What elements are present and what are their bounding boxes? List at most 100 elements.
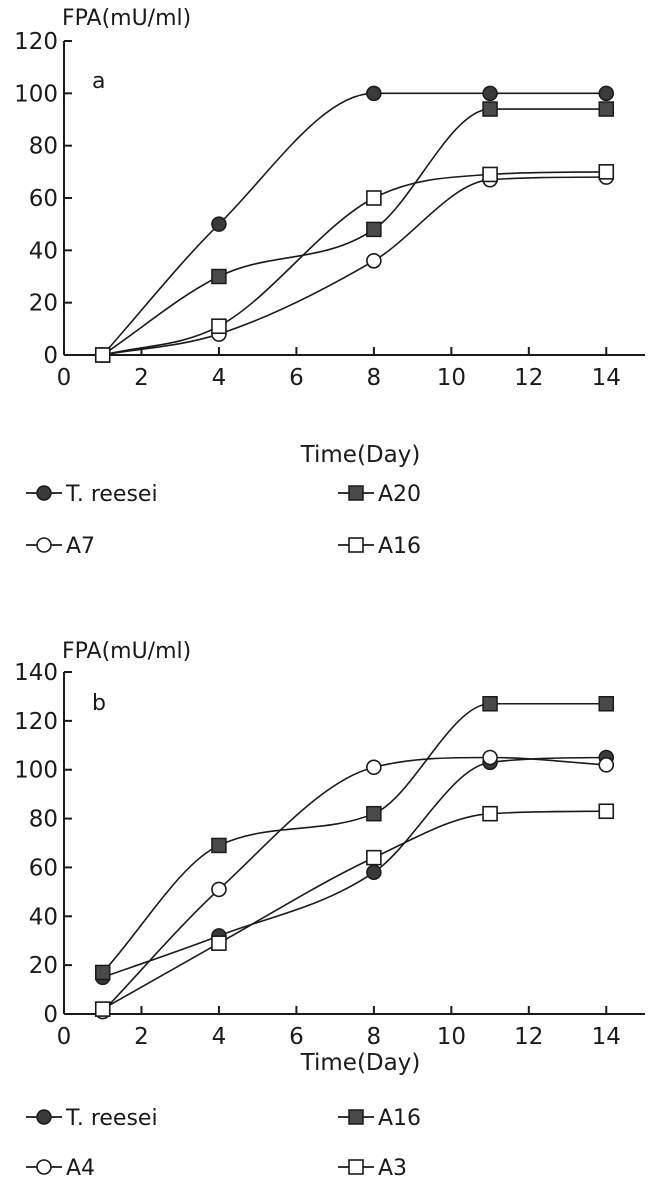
data-point-a16 <box>211 837 227 854</box>
data-point-a16 <box>94 964 111 981</box>
x-tick-label: 12 <box>514 1024 543 1050</box>
x-tick-label: 6 <box>289 1024 304 1050</box>
panel-label: b <box>92 691 106 716</box>
y-tick-label: 140 <box>14 660 58 686</box>
y-tick-label: 20 <box>29 953 58 979</box>
data-point-a20 <box>598 101 615 117</box>
panel-label: a <box>92 69 105 94</box>
legend-label: A16 <box>378 1106 421 1131</box>
y-axis-title: FPA(mU/ml) <box>62 639 191 664</box>
data-point-a16 <box>94 347 111 363</box>
y-tick-label: 100 <box>14 758 58 784</box>
data-point-a16 <box>482 696 498 712</box>
legend-item: T. reesei <box>26 482 158 507</box>
legend-item: T. reesei <box>26 1106 158 1131</box>
legend-marker <box>348 1109 364 1125</box>
data-point-t-reesei <box>211 216 227 232</box>
legend-item: A20 <box>338 482 421 507</box>
y-tick-label: 0 <box>43 1002 58 1028</box>
x-tick-label: 4 <box>212 365 227 391</box>
x-tick-label: 12 <box>514 365 543 391</box>
legend-label: A16 <box>378 534 421 559</box>
data-point-a4 <box>211 881 227 898</box>
data-point-a7 <box>366 252 382 269</box>
data-point-a4 <box>366 759 382 776</box>
x-tick-label: 2 <box>134 1024 149 1050</box>
y-tick-label: 60 <box>29 855 58 881</box>
legend-marker <box>36 1159 52 1175</box>
data-point-a20 <box>211 268 227 285</box>
legend-label: A3 <box>378 1156 407 1181</box>
x-tick-label: 14 <box>592 1024 621 1050</box>
legend-label: T. reesei <box>65 1106 158 1131</box>
data-point-a16 <box>482 166 498 183</box>
x-axis-title: Time(Day) <box>300 1050 421 1076</box>
data-point-a3 <box>482 805 498 822</box>
data-point-a16 <box>366 805 382 822</box>
data-point-a3 <box>366 849 382 866</box>
legend-marker <box>348 537 364 553</box>
x-tick-label: 4 <box>212 1024 227 1050</box>
legend-marker <box>36 1109 52 1125</box>
data-point-t-reesei <box>366 864 382 881</box>
x-tick-label: 2 <box>134 365 149 391</box>
legend-item: A16 <box>338 534 421 559</box>
x-tick-label: 8 <box>367 365 382 391</box>
x-axis-title: Time(Day) <box>300 442 421 468</box>
legend-marker <box>348 1159 364 1175</box>
data-point-a4 <box>482 749 498 766</box>
y-tick-label: 120 <box>14 29 58 55</box>
data-point-a3 <box>94 1001 111 1017</box>
data-point-t-reesei <box>366 85 382 102</box>
y-tick-label: 0 <box>43 343 58 369</box>
legend-label: A4 <box>66 1156 95 1181</box>
series-line-a16 <box>102 171 607 356</box>
x-tick-label: 10 <box>437 365 466 391</box>
y-tick-label: 40 <box>29 238 58 264</box>
legend-marker <box>348 485 364 501</box>
y-tick-label: 60 <box>29 186 58 212</box>
y-tick-label: 100 <box>14 81 58 107</box>
legend-item: A16 <box>338 1106 421 1131</box>
data-point-a4 <box>598 757 615 773</box>
x-tick-label: 14 <box>592 365 621 391</box>
data-point-a20 <box>366 221 382 238</box>
legend-item: A4 <box>26 1156 95 1181</box>
series-line-a3 <box>102 810 607 1010</box>
legend-label: A7 <box>66 534 95 559</box>
data-point-a3 <box>598 803 615 820</box>
y-tick-label: 20 <box>29 291 58 317</box>
y-tick-label: 80 <box>29 134 58 160</box>
x-tick-label: 10 <box>437 1024 466 1050</box>
chart-panel-b: 0 20 40 60 80 100 120 140 0 2 4 6 8 10 12 14 FPA(mU/ml) T… <box>14 639 645 1181</box>
x-tick-label: 0 <box>57 365 72 391</box>
data-point-a16 <box>598 164 615 180</box>
data-point-a16 <box>366 190 382 206</box>
series-line-a20 <box>102 108 607 356</box>
series-line-a16 <box>102 702 607 974</box>
y-tick-label: 80 <box>29 807 58 833</box>
series-line-t-reesei <box>102 92 607 356</box>
series-line-a7 <box>102 176 607 356</box>
x-tick-label: 8 <box>367 1024 382 1050</box>
legend-marker <box>36 485 52 501</box>
data-point-a3 <box>211 935 227 951</box>
data-point-a16 <box>598 696 615 712</box>
legend-item: A7 <box>26 534 95 559</box>
data-point-t-reesei <box>482 85 498 102</box>
x-tick-label: 6 <box>289 365 304 391</box>
y-tick-label: 40 <box>29 904 58 930</box>
y-tick-label: 120 <box>14 709 58 735</box>
legend-label: A20 <box>378 482 421 507</box>
series-line-a4 <box>102 756 607 1013</box>
legend-item: A3 <box>338 1156 407 1181</box>
x-tick-label: 0 <box>57 1024 72 1050</box>
legend-label: T. reesei <box>65 482 158 507</box>
data-point-t-reesei <box>598 85 615 102</box>
data-point-a20 <box>482 101 498 117</box>
legend-marker <box>36 537 52 553</box>
chart-panel-a: 0 20 40 60 80 100 120 0 2 4 6 8 10 12 14 FPA(mU/ml) Time… <box>14 6 645 559</box>
data-point-a16 <box>211 318 227 335</box>
y-axis-title: FPA(mU/ml) <box>62 6 191 31</box>
